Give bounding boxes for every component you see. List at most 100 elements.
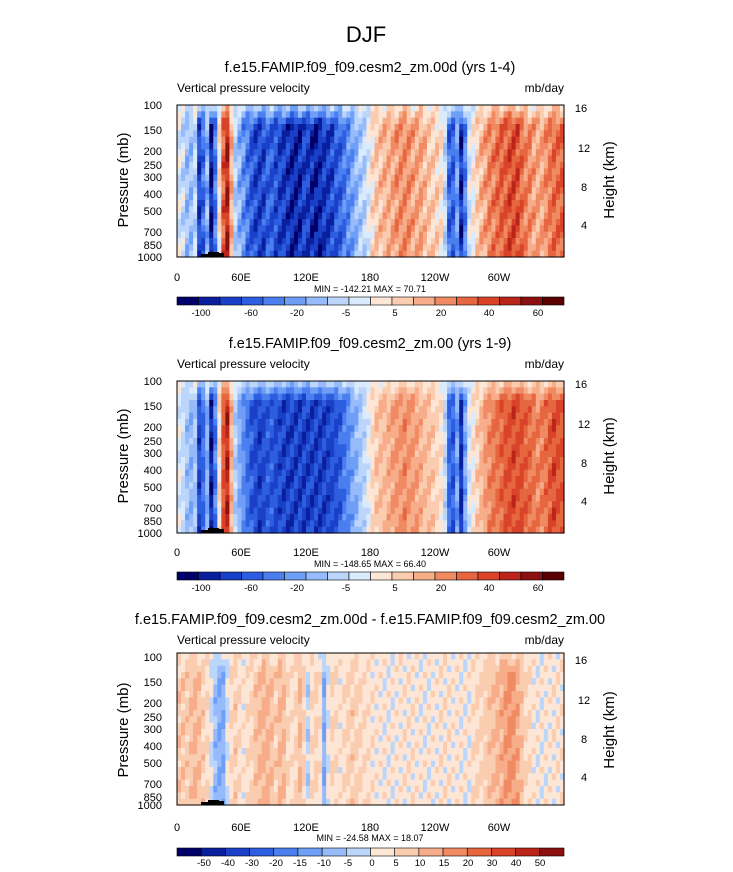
heatmap-cell	[426, 130, 432, 138]
heatmap-cell	[435, 425, 440, 433]
heatmap-cell	[439, 200, 444, 207]
heatmap-cell	[475, 244, 480, 252]
heatmap-cell	[177, 792, 182, 800]
heatmap-cell	[277, 231, 283, 239]
heatmap-cell	[390, 181, 396, 188]
heatmap-cell	[519, 450, 525, 458]
heatmap-cell	[531, 444, 537, 452]
heatmap-cell	[193, 400, 198, 407]
heatmap-cell	[217, 450, 222, 458]
heatmap-cell	[301, 117, 307, 125]
heatmap-cell	[511, 406, 517, 414]
heatmap-cell	[535, 155, 541, 163]
heatmap-cell	[334, 520, 339, 528]
heatmap-cell	[289, 381, 295, 388]
heatmap-cell	[318, 143, 323, 150]
heatmap-cell	[362, 393, 368, 401]
heatmap-cell	[354, 155, 360, 163]
heatmap-cell	[177, 514, 182, 521]
heatmap-cell	[245, 387, 251, 395]
heatmap-cell	[322, 238, 327, 245]
heatmap-cell	[410, 520, 416, 528]
heatmap-cell	[443, 406, 448, 414]
heatmap-cell	[253, 162, 259, 169]
heatmap-cell	[547, 105, 553, 112]
heatmap-cell	[527, 124, 533, 131]
heatmap-cell	[193, 786, 198, 793]
heatmap-cell	[314, 117, 319, 125]
heatmap-cell	[277, 212, 283, 220]
heatmap-cell	[378, 507, 384, 515]
heatmap-cell	[499, 412, 505, 420]
heatmap-cell	[193, 488, 198, 496]
heatmap-cell	[237, 143, 243, 150]
heatmap-cell	[185, 482, 190, 490]
heatmap-cell	[362, 136, 368, 144]
heatmap-cell	[471, 117, 476, 125]
heatmap-cell	[201, 495, 206, 502]
heatmap-cell	[354, 501, 360, 509]
heatmap-cell	[217, 400, 222, 407]
heatmap-cell	[265, 136, 271, 144]
heatmap-cell	[435, 219, 440, 226]
heatmap-cell	[293, 193, 299, 201]
heatmap-cell	[483, 400, 489, 407]
heatmap-cell	[551, 187, 557, 195]
heatmap-cell	[535, 381, 541, 388]
heatmap-cell	[398, 250, 404, 258]
heatmap-cell	[241, 238, 247, 245]
heatmap-cell	[350, 193, 355, 201]
heatmap-cell	[297, 136, 303, 144]
heatmap-cell	[531, 400, 537, 407]
heatmap-cell	[439, 130, 444, 138]
heatmap-cell	[281, 431, 287, 439]
heatmap-cell	[181, 105, 186, 112]
heatmap-cell	[467, 450, 472, 458]
heatmap-cell	[559, 187, 565, 195]
heatmap-cell	[297, 526, 303, 534]
heatmap-cell	[519, 238, 525, 245]
heatmap-cell	[406, 206, 412, 214]
heatmap-cell	[519, 149, 525, 157]
heatmap-cell	[455, 520, 460, 528]
heatmap-cell	[491, 438, 497, 445]
heatmap-cell	[531, 469, 537, 477]
heatmap-cell	[310, 514, 315, 521]
heatmap-cell	[314, 425, 319, 433]
heatmap-cell	[237, 495, 243, 502]
heatmap-cell	[181, 155, 186, 163]
heatmap-cell	[551, 219, 557, 226]
heatmap-cell	[459, 495, 464, 502]
heatmap-cell	[507, 105, 513, 112]
heatmap-cell	[390, 193, 396, 201]
heatmap-cell	[515, 514, 521, 521]
heatmap-cell	[277, 111, 283, 119]
heatmap-cell	[185, 250, 190, 258]
heatmap-cell	[410, 501, 416, 509]
heatmap-cell	[495, 450, 501, 458]
heatmap-cell	[547, 225, 553, 233]
heatmap-cell	[265, 412, 271, 420]
heatmap-cell	[394, 482, 400, 490]
heatmap-cell	[479, 495, 484, 502]
heatmap-cell	[531, 476, 537, 483]
heatmap-cell	[475, 501, 480, 509]
heatmap-cell	[515, 250, 521, 258]
heatmap-cell	[370, 155, 376, 163]
heatmap-cell	[201, 143, 206, 150]
heatmap-cell	[358, 444, 364, 452]
heatmap-cell	[539, 393, 545, 401]
heatmap-cell	[539, 136, 545, 144]
heatmap-cell	[269, 181, 275, 188]
heatmap-cell	[483, 155, 489, 163]
heatmap-cell	[342, 381, 347, 388]
heatmap-cell	[213, 678, 218, 686]
heatmap-cell	[314, 149, 319, 157]
heatmap-cell	[511, 438, 517, 445]
heatmap-cell	[531, 457, 537, 464]
heatmap-cell	[539, 406, 545, 414]
heatmap-cell	[386, 381, 392, 388]
heatmap-cell	[354, 238, 360, 245]
heatmap-cell	[209, 501, 214, 509]
heatmap-cell	[310, 463, 315, 471]
